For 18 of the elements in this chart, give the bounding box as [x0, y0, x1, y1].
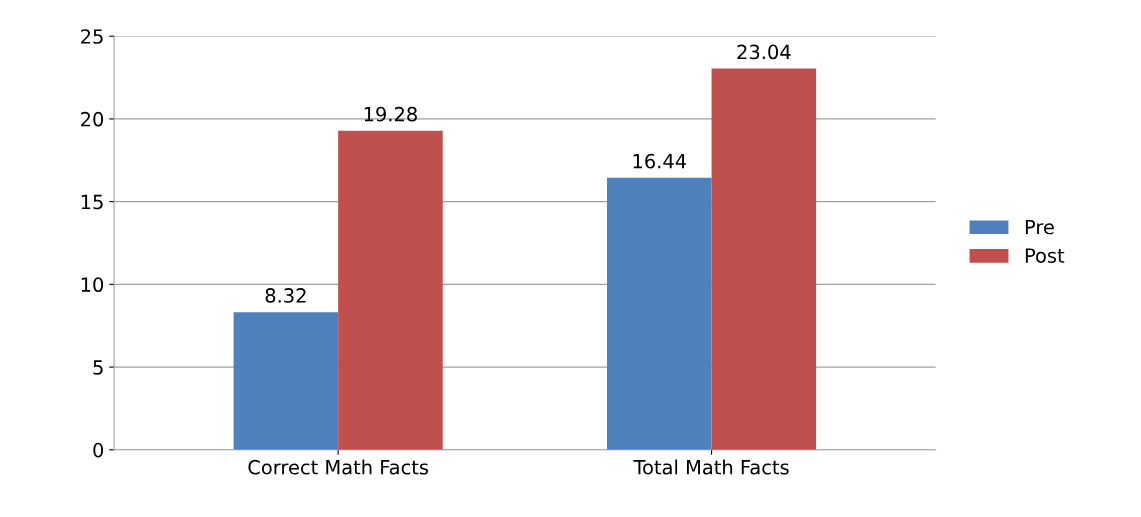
- legend-label: Pre: [1025, 219, 1054, 235]
- bar: [607, 177, 712, 450]
- data-label: 8.32: [265, 288, 306, 303]
- data-label: 23.04: [737, 44, 791, 60]
- y-tick-label: 15: [81, 194, 103, 210]
- legend-label: Post: [1025, 248, 1065, 263]
- y-tick-label: 5: [93, 360, 103, 375]
- data-label: 16.44: [633, 153, 687, 169]
- data-label: 19.28: [364, 106, 417, 122]
- y-tick-label: 10: [81, 277, 104, 293]
- x-tick-label: Correct Math Facts: [248, 459, 429, 475]
- y-tick-label: 20: [81, 111, 104, 127]
- y-tick-label: 25: [81, 29, 103, 44]
- x-tick-label: Total Math Facts: [633, 459, 789, 475]
- y-tick-label: 0: [93, 442, 104, 458]
- bar: [338, 130, 443, 450]
- bar: [711, 68, 817, 450]
- bar: [233, 312, 339, 450]
